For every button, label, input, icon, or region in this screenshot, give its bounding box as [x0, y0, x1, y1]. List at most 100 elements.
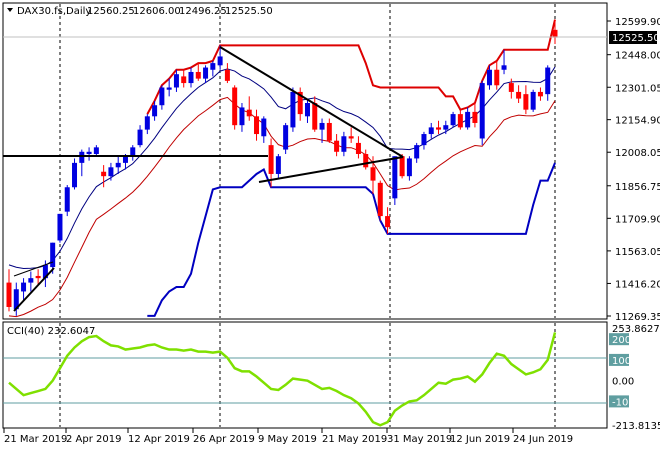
- candle-body[interactable]: [530, 91, 536, 110]
- candle-body[interactable]: [516, 91, 522, 99]
- candle-body[interactable]: [436, 127, 442, 130]
- ohlc-open: 12560.25: [87, 6, 135, 17]
- candle-body[interactable]: [414, 145, 420, 159]
- cci-tick-label: 0.00: [612, 377, 634, 388]
- envelope-upper-line: [8, 66, 556, 269]
- early-upper-line[interactable]: [13, 261, 54, 277]
- candle-body[interactable]: [326, 122, 332, 141]
- candle-body[interactable]: [144, 116, 150, 130]
- candle-body[interactable]: [50, 242, 56, 268]
- candle-body[interactable]: [457, 114, 463, 128]
- candle-body[interactable]: [443, 125, 449, 130]
- candle-body[interactable]: [181, 76, 187, 84]
- candle-body[interactable]: [334, 140, 340, 152]
- price-tick-label: 12008.05: [615, 148, 660, 159]
- envelope-lower-line: [8, 96, 556, 318]
- candle-body[interactable]: [479, 83, 485, 139]
- candle-body[interactable]: [42, 264, 48, 279]
- price-axis: 12599.90 12448.00 12301.05 12154.90 12008.05…: [607, 17, 660, 323]
- candle-body[interactable]: [79, 151, 85, 163]
- candle-body[interactable]: [465, 111, 471, 128]
- candle-body[interactable]: [35, 275, 41, 279]
- cci-indicator: CCI(40) 232.6047: [3, 326, 607, 427]
- date-tick-label: 21 May 2019: [322, 434, 387, 445]
- date-tick-label: 12 Jun 2019: [450, 434, 510, 445]
- candle-body[interactable]: [195, 71, 201, 79]
- candle-body[interactable]: [363, 154, 369, 168]
- donchian-lower-line: [147, 162, 556, 317]
- candle-body[interactable]: [254, 116, 260, 135]
- candle-body[interactable]: [232, 87, 238, 126]
- candle-body[interactable]: [385, 216, 391, 228]
- candle-body[interactable]: [304, 103, 310, 117]
- candle-body[interactable]: [64, 187, 70, 212]
- candle-body[interactable]: [57, 213, 63, 241]
- candle-body[interactable]: [355, 142, 361, 155]
- candle-body[interactable]: [290, 91, 296, 128]
- candle-body[interactable]: [523, 94, 529, 110]
- current-price-label: 12525.50: [612, 33, 660, 44]
- candle-body[interactable]: [268, 145, 274, 174]
- candle-body[interactable]: [115, 162, 121, 168]
- cci-line: [8, 332, 557, 427]
- candle-body[interactable]: [137, 129, 143, 146]
- candle-body[interactable]: [108, 167, 114, 177]
- candle-body[interactable]: [501, 65, 507, 70]
- candle-body[interactable]: [392, 156, 398, 199]
- candle-body[interactable]: [406, 158, 412, 177]
- candle-body[interactable]: [72, 162, 78, 188]
- candle-body[interactable]: [239, 107, 245, 126]
- candle-body[interactable]: [210, 63, 216, 70]
- candle-body[interactable]: [224, 69, 230, 81]
- candle-body[interactable]: [450, 114, 456, 126]
- candle-body[interactable]: [217, 56, 223, 66]
- candle-body[interactable]: [188, 71, 194, 84]
- candle-body[interactable]: [122, 156, 128, 163]
- candle-body[interactable]: [486, 69, 492, 86]
- triangle-lower-line[interactable]: [258, 156, 404, 183]
- candle-body[interactable]: [6, 282, 12, 307]
- candle-body[interactable]: [319, 122, 325, 130]
- candle-body[interactable]: [21, 282, 27, 292]
- candle-body[interactable]: [341, 136, 347, 152]
- candle-body[interactable]: [203, 67, 209, 79]
- triangle-upper-line[interactable]: [219, 46, 404, 158]
- dropdown-triangle-icon[interactable]: [7, 8, 13, 12]
- candlestick-series[interactable]: [6, 19, 558, 316]
- candle-body[interactable]: [283, 125, 289, 150]
- candle-body[interactable]: [166, 87, 172, 90]
- price-tick-label: 12154.90: [615, 116, 660, 127]
- candle-body[interactable]: [13, 289, 19, 310]
- candle-body[interactable]: [86, 151, 92, 155]
- candle-body[interactable]: [275, 156, 281, 174]
- candle-body[interactable]: [428, 127, 434, 135]
- candle-body[interactable]: [130, 147, 136, 157]
- candle-body[interactable]: [312, 103, 318, 130]
- candle-body[interactable]: [348, 136, 354, 139]
- envelope-bands: [8, 66, 556, 318]
- candle-body[interactable]: [377, 182, 383, 217]
- candle-body[interactable]: [399, 156, 405, 177]
- candle-body[interactable]: [297, 91, 303, 115]
- early-uptrend-line[interactable]: [13, 267, 55, 312]
- candle-body[interactable]: [508, 83, 514, 92]
- candle-body[interactable]: [545, 67, 551, 95]
- candle-body[interactable]: [421, 134, 427, 146]
- candle-body[interactable]: [537, 91, 543, 97]
- candle-body[interactable]: [370, 167, 376, 181]
- candle-body[interactable]: [101, 171, 107, 177]
- drawn-trendlines[interactable]: [3, 46, 404, 312]
- candle-body[interactable]: [246, 109, 252, 117]
- candle-body[interactable]: [28, 278, 34, 283]
- candle-body[interactable]: [472, 111, 478, 123]
- symbol-label: DAX30.fs,Daily: [17, 6, 91, 17]
- candle-body[interactable]: [552, 29, 558, 38]
- candle-body[interactable]: [173, 74, 179, 88]
- candle-body[interactable]: [494, 69, 500, 86]
- candle-body[interactable]: [152, 105, 158, 117]
- candle-body[interactable]: [93, 147, 99, 155]
- candle-body[interactable]: [261, 118, 267, 137]
- price-tick-label: 11416.20: [615, 279, 660, 290]
- candle-body[interactable]: [159, 87, 165, 106]
